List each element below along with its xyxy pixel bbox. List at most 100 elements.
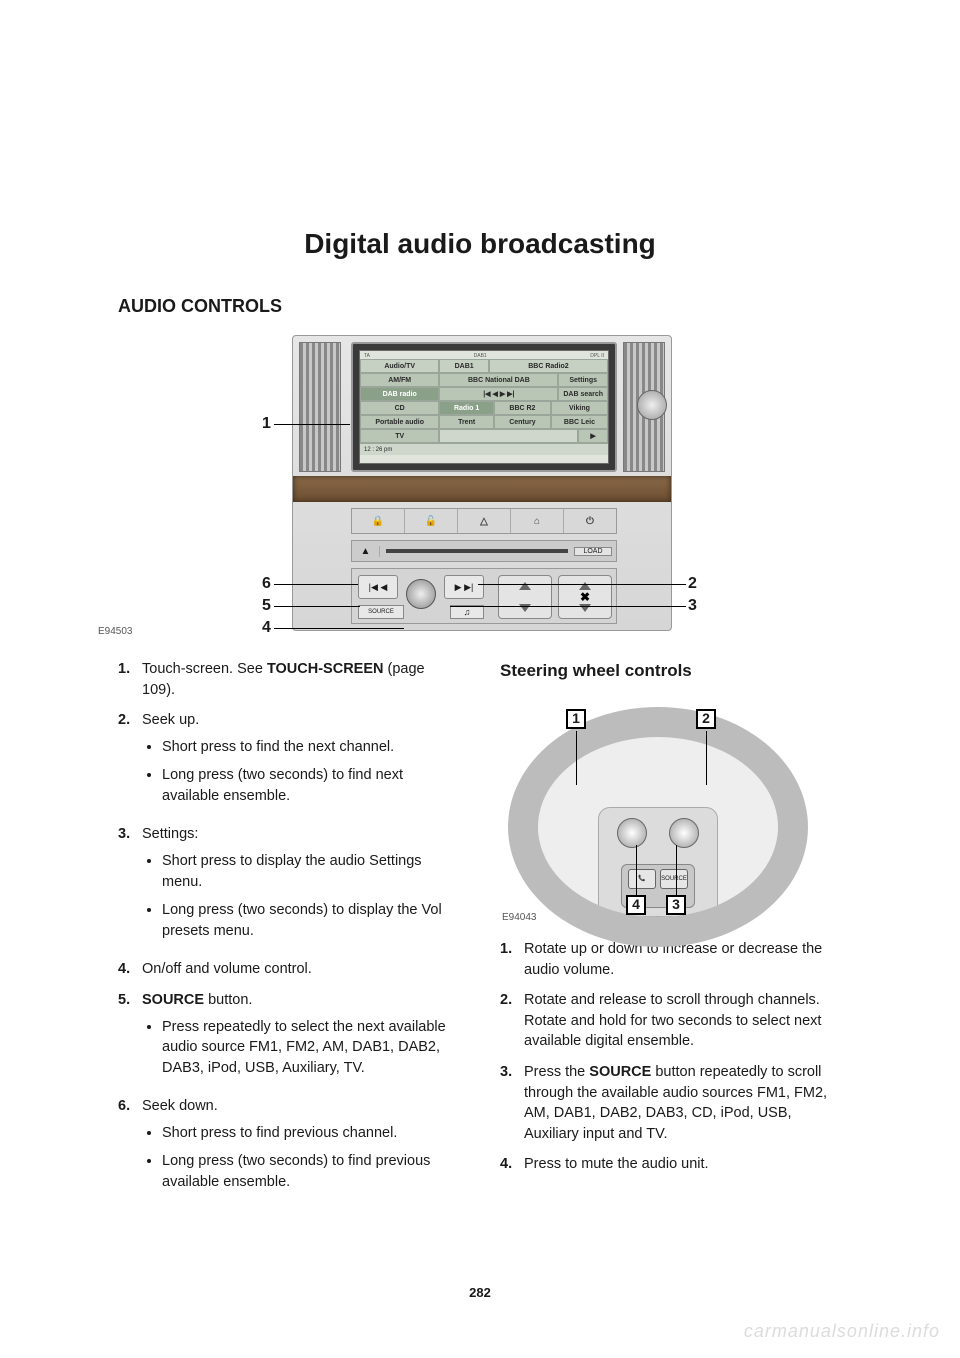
callout-1: 1: [262, 415, 271, 433]
list-number: 5.: [118, 990, 142, 1086]
power-icon[interactable]: ⏻: [564, 509, 616, 533]
right-column: Steering wheel controls 📞 SOURCE 1 2: [500, 659, 840, 1211]
screen-portable[interactable]: Portable audio: [360, 415, 439, 429]
screen-tv[interactable]: TV: [360, 429, 439, 443]
list-body: Press to mute the audio unit.: [524, 1154, 840, 1175]
list-number: 2.: [118, 710, 142, 814]
preset-century[interactable]: Century: [494, 415, 551, 429]
seek-up-button[interactable]: ▶ ▶|: [444, 575, 484, 599]
screen-blank: [439, 429, 578, 443]
preset-bbcleic[interactable]: BBC Leic: [551, 415, 608, 429]
screen-amfm[interactable]: AM/FM: [360, 373, 439, 387]
list-item: 1.Touch-screen. See TOUCH-SCREEN (page 1…: [118, 659, 458, 700]
screen-cd[interactable]: CD: [360, 401, 439, 415]
unlock-icon[interactable]: 🔓: [405, 509, 458, 533]
list-item: 2.Seek up.Short press to find the next c…: [118, 710, 458, 814]
page-title: Digital audio broadcasting: [118, 228, 842, 260]
screen-arrow[interactable]: ▶: [578, 429, 608, 443]
list-item: 4.On/off and volume control.: [118, 959, 458, 980]
bullet-item: Long press (two seconds) to find next av…: [162, 765, 458, 806]
list-number: 1.: [500, 939, 524, 980]
list-number: 4.: [118, 959, 142, 980]
hazard-icon[interactable]: △: [458, 509, 511, 533]
list-item: 6.Seek down.Short press to find previous…: [118, 1096, 458, 1200]
preset-radio1[interactable]: Radio 1: [439, 401, 494, 415]
list-item: 4.Press to mute the audio unit.: [500, 1154, 840, 1175]
watermark: carmanualsonline.info: [744, 1321, 940, 1342]
rocker-a[interactable]: [498, 575, 552, 619]
left-column: 1.Touch-screen. See TOUCH-SCREEN (page 1…: [118, 659, 458, 1211]
list-body: Seek up.Short press to find the next cha…: [142, 710, 458, 814]
cd-slot: [386, 549, 568, 553]
screen-dabsearch[interactable]: DAB search: [558, 387, 608, 401]
list-item: 3.Press the SOURCE button repeatedly to …: [500, 1062, 840, 1144]
steering-diagram: 📞 SOURCE 1 2 3 4 E94043: [500, 695, 816, 925]
list-body: On/off and volume control.: [142, 959, 458, 980]
bullet-item: Short press to display the audio Setting…: [162, 851, 458, 892]
callout-3: 3: [688, 597, 697, 615]
bullet-item: Long press (two seconds) to find previou…: [162, 1151, 458, 1192]
steering-subheading: Steering wheel controls: [500, 659, 840, 683]
channel-dial[interactable]: [669, 818, 699, 848]
sw-callout-2: 2: [696, 709, 716, 729]
bezel-knob[interactable]: [637, 390, 667, 420]
touch-screen-bezel: TA DAB1 DPL II Audio/TV DAB1 BBC Radio2 …: [351, 342, 617, 472]
sw-callout-3: 3: [666, 895, 686, 915]
screen-audio-tv: Audio/TV: [360, 359, 439, 373]
wheel-hub: 📞 SOURCE: [598, 807, 718, 917]
preset-trent[interactable]: Trent: [439, 415, 494, 429]
cd-slot-row: ▲ LOAD: [351, 540, 617, 562]
callout-5: 5: [262, 597, 271, 615]
screen-dabradio[interactable]: DAB radio: [360, 387, 439, 401]
lower-controls: |◀ ◀ ▶ ▶| SOURCE ♫ ✖: [351, 568, 617, 624]
list-body: Seek down.Short press to find previous c…: [142, 1096, 458, 1200]
bullet-item: Short press to find the next channel.: [162, 737, 458, 758]
screen-dab1: DAB1: [439, 359, 489, 373]
list-item: 5.SOURCE button.Press repeatedly to sele…: [118, 990, 458, 1086]
button-strip: 🔒 🔓 △ ⌂ ⏻: [351, 508, 617, 534]
list-body: Settings:Short press to display the audi…: [142, 824, 458, 949]
wood-trim: [293, 476, 671, 502]
preset-bbcr2[interactable]: BBC R2: [494, 401, 551, 415]
callout-2: 2: [688, 575, 697, 593]
page-number: 282: [469, 1285, 491, 1300]
touch-screen[interactable]: TA DAB1 DPL II Audio/TV DAB1 BBC Radio2 …: [359, 350, 609, 464]
screen-ensemble: BBC National DAB: [439, 373, 558, 387]
list-number: 4.: [500, 1154, 524, 1175]
bullet-item: Press repeatedly to select the next avai…: [162, 1017, 458, 1079]
list-number: 1.: [118, 659, 142, 700]
screen-station: BBC Radio2: [489, 359, 608, 373]
lock-icon[interactable]: 🔒: [352, 509, 405, 533]
preset-viking[interactable]: Viking: [551, 401, 608, 415]
steering-wheel: 📞 SOURCE: [508, 707, 808, 947]
list-item: 2.Rotate and release to scroll through c…: [500, 990, 840, 1052]
volume-dial[interactable]: [617, 818, 647, 848]
callout-4: 4: [262, 619, 271, 637]
list-item: 3.Settings:Short press to display the au…: [118, 824, 458, 949]
diagram1-caption: E94503: [98, 626, 132, 637]
callout-6: 6: [262, 575, 271, 593]
list-body: SOURCE button.Press repeatedly to select…: [142, 990, 458, 1086]
source-button[interactable]: SOURCE: [358, 605, 404, 619]
volume-knob[interactable]: [406, 579, 436, 609]
center-console: TA DAB1 DPL II Audio/TV DAB1 BBC Radio2 …: [292, 335, 672, 631]
console-diagram: TA DAB1 DPL II Audio/TV DAB1 BBC Radio2 …: [200, 335, 760, 635]
screen-settings[interactable]: Settings: [558, 373, 608, 387]
list-number: 3.: [118, 824, 142, 949]
seek-down-button[interactable]: |◀ ◀: [358, 575, 398, 599]
list-body: Rotate and release to scroll through cha…: [524, 990, 840, 1052]
settings-button[interactable]: ♫: [450, 605, 484, 619]
list-number: 2.: [500, 990, 524, 1052]
diagram2-caption: E94043: [502, 911, 536, 925]
home-icon[interactable]: ⌂: [511, 509, 564, 533]
eject-button[interactable]: ▲: [352, 546, 380, 557]
rocker-b[interactable]: ✖: [558, 575, 612, 619]
screen-time: 12 : 26 pm: [360, 443, 608, 455]
wheel-source-button[interactable]: SOURCE: [660, 869, 688, 889]
screen-seek-icons[interactable]: |◀ ◀ ▶ ▶|: [439, 387, 558, 401]
load-button[interactable]: LOAD: [574, 547, 612, 556]
mute-button[interactable]: 📞: [628, 869, 656, 889]
list-body: Press the SOURCE button repeatedly to sc…: [524, 1062, 840, 1144]
air-vent-left: [299, 342, 341, 472]
x-icon: ✖: [580, 590, 590, 604]
